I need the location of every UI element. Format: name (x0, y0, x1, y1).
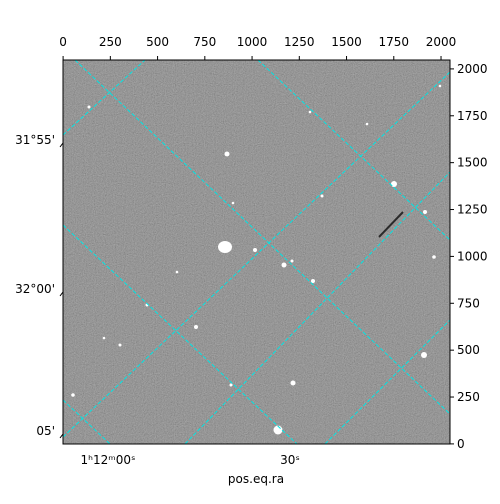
dec-tick-label: 31°55' (15, 133, 55, 147)
y-tick-label: 1000 (457, 249, 488, 263)
frame (62, 59, 451, 445)
y-tick-label: 750 (457, 296, 480, 310)
image (63, 60, 450, 444)
dec-tick (59, 433, 64, 439)
y-tick-label: 1750 (457, 109, 488, 123)
y-tick-label: 2000 (457, 62, 488, 76)
x-tick-label: 1250 (284, 35, 315, 49)
ra-tick-label: 1ʰ12ᵐ00ˢ (81, 453, 136, 467)
y-tick-label: 500 (457, 343, 480, 357)
dec-tick (59, 142, 64, 148)
coordinate-grid (63, 60, 450, 444)
x-tick-label: 0 (59, 35, 67, 49)
x-tick-label: 500 (146, 35, 169, 49)
x-tick-label: 250 (99, 35, 122, 49)
x-tick-label: 2000 (426, 35, 457, 49)
dec-tick (59, 291, 64, 297)
y-tick-label: 250 (457, 390, 480, 404)
x-tick-label: 1000 (237, 35, 268, 49)
y-tick-label: 1250 (457, 203, 488, 217)
x-tick-label: 1500 (331, 35, 362, 49)
ra-tick-label: 30ˢ (280, 453, 300, 467)
dec-tick-label: 05' (36, 424, 55, 438)
x-tick-label: 750 (193, 35, 216, 49)
x-tick-label: 1750 (379, 35, 410, 49)
y-tick-label: 0 (457, 437, 465, 451)
x-axis-label: pos.eq.ra (228, 472, 284, 486)
dec-tick-label: 32°00' (15, 282, 55, 296)
y-tick-label: 1500 (457, 156, 488, 170)
